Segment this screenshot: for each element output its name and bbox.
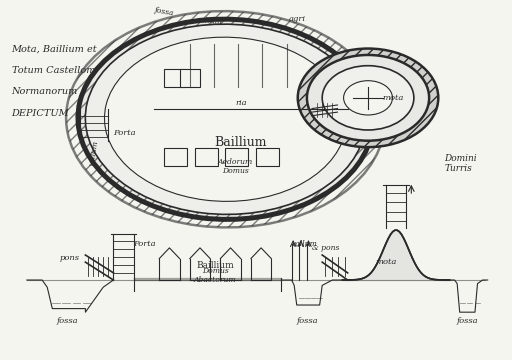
Text: ria: ria bbox=[235, 99, 247, 107]
Text: Porta: Porta bbox=[133, 240, 155, 248]
Bar bbox=[225, 148, 248, 166]
Bar bbox=[195, 148, 218, 166]
Text: vallum: vallum bbox=[88, 139, 100, 166]
Text: fossa: fossa bbox=[57, 317, 78, 325]
Text: Domus
Abactorum: Domus Abactorum bbox=[194, 267, 237, 284]
Text: mota: mota bbox=[375, 258, 396, 266]
Text: fossa: fossa bbox=[296, 317, 318, 325]
Text: pons: pons bbox=[60, 255, 80, 262]
Text: mota: mota bbox=[383, 94, 404, 102]
Text: agri: agri bbox=[288, 15, 305, 23]
Circle shape bbox=[344, 81, 393, 115]
Circle shape bbox=[307, 55, 429, 141]
Bar bbox=[180, 69, 200, 87]
Ellipse shape bbox=[104, 37, 347, 201]
Text: Mota, Baillium et: Mota, Baillium et bbox=[12, 44, 97, 53]
Text: Totum Castellom: Totum Castellom bbox=[12, 66, 95, 75]
Text: Normanorum: Normanorum bbox=[12, 87, 78, 96]
Text: fossa: fossa bbox=[457, 317, 478, 325]
Text: Porta: Porta bbox=[114, 129, 136, 138]
Text: Aedorum
Domus: Aedorum Domus bbox=[218, 158, 253, 175]
Text: Baillium: Baillium bbox=[215, 136, 267, 149]
Bar bbox=[164, 148, 187, 166]
Text: Domini
Turris: Domini Turris bbox=[444, 154, 477, 173]
Bar bbox=[256, 148, 279, 166]
Circle shape bbox=[298, 49, 438, 147]
Text: Baillium: Baillium bbox=[197, 261, 234, 270]
Text: vallum: vallum bbox=[292, 240, 317, 248]
Ellipse shape bbox=[86, 24, 366, 215]
Text: DEPICTUM: DEPICTUM bbox=[12, 109, 69, 118]
Text: & pons: & pons bbox=[312, 244, 339, 252]
Text: vallum: vallum bbox=[197, 17, 223, 27]
Circle shape bbox=[322, 66, 414, 130]
Text: fossa: fossa bbox=[154, 6, 175, 18]
Ellipse shape bbox=[78, 19, 373, 219]
Bar bbox=[164, 69, 185, 87]
